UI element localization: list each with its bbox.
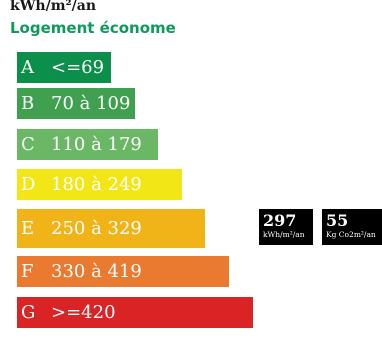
emissions-badge: 55 Kg Co2m²/an (322, 209, 382, 245)
unit-header: kWh/m²/an (10, 0, 97, 14)
energy-class-letter: D (21, 174, 36, 195)
energy-class-letter: C (21, 134, 35, 155)
energy-class-letter: F (21, 261, 34, 282)
energy-class-range: 70 à 109 (51, 93, 131, 114)
energy-class-e-bar: E 250 à 329 (17, 209, 205, 248)
energy-class-b-bar: B 70 à 109 (17, 88, 135, 119)
emissions-unit: Kg Co2m²/an (326, 230, 376, 239)
energy-class-range: >=420 (51, 302, 116, 323)
energy-class-range: 330 à 419 (51, 261, 142, 282)
energy-class-letter: G (21, 302, 36, 323)
energy-class-g-bar: G >=420 (17, 297, 253, 328)
energy-class-range: <=69 (51, 57, 105, 78)
energy-consumption-value: 297 (263, 211, 297, 230)
energy-class-a-bar: A <=69 (17, 52, 111, 83)
energy-class-c-bar: C 110 à 179 (17, 129, 158, 160)
energy-label-title: Logement économe (10, 19, 176, 37)
energy-class-f-bar: F 330 à 419 (17, 256, 229, 287)
emissions-value: 55 (326, 211, 349, 230)
energy-class-range: 250 à 329 (51, 218, 142, 239)
energy-class-letter: E (21, 218, 35, 239)
energy-consumption-badge: 297 kWh/m²/an (259, 209, 313, 245)
energy-class-letter: A (21, 57, 34, 78)
energy-consumption-unit: kWh/m²/an (263, 230, 305, 239)
energy-class-range: 110 à 179 (51, 134, 142, 155)
energy-class-letter: B (21, 93, 35, 114)
energy-class-range: 180 à 249 (51, 174, 142, 195)
energy-class-d-bar: D 180 à 249 (17, 169, 182, 200)
